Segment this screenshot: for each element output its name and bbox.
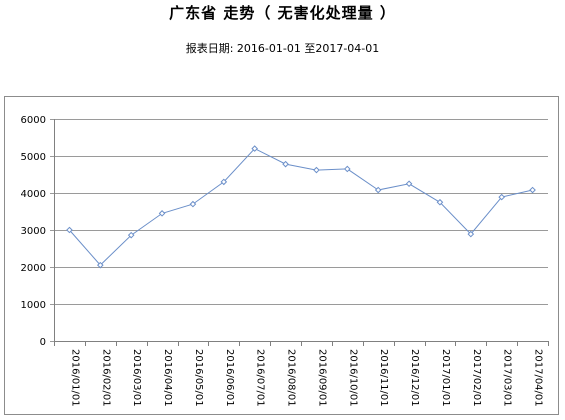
- y-tick-label: 4000: [21, 189, 46, 200]
- data-point: [66, 226, 73, 234]
- x-tick-label: 2016/06/01: [224, 349, 235, 407]
- x-tick-label: 2016/08/01: [286, 349, 297, 407]
- y-tick-label: 3000: [21, 226, 46, 237]
- x-tick-label: 2017/03/01: [502, 349, 513, 407]
- data-point: [127, 231, 135, 239]
- x-tick-label: 2016/03/01: [131, 349, 142, 407]
- y-tick-label: 2000: [21, 263, 46, 274]
- x-tick-label: 2016/05/01: [193, 349, 204, 407]
- x-tick-label: 2016/07/01: [255, 349, 266, 407]
- x-tick-label: 2016/02/01: [100, 349, 111, 407]
- x-tick-label: 2017/04/01: [533, 349, 544, 407]
- data-point: [189, 200, 197, 208]
- data-point: [529, 186, 536, 194]
- x-tick-label: 2016/11/01: [378, 349, 389, 407]
- x-tick-label: 2016/01/01: [69, 349, 80, 407]
- y-tick-label: 5000: [21, 152, 46, 163]
- x-tick-label: 2017/02/01: [471, 349, 482, 407]
- data-point: [467, 230, 475, 238]
- data-point: [220, 178, 228, 186]
- data-point: [313, 166, 320, 174]
- x-tick-label: 2017/01/01: [440, 349, 451, 407]
- data-point: [436, 198, 444, 206]
- y-tick-label: 6000: [21, 115, 46, 126]
- chart-subtitle: 报表日期: 2016-01-01 至2017-04-01: [185, 42, 380, 55]
- y-tick-label: 1000: [21, 300, 46, 311]
- x-axis: 2016/01/01 2016/02/01 2016/03/01 2016/04/01…: [54, 341, 549, 407]
- series-layer: [66, 145, 536, 269]
- data-point: [282, 160, 289, 168]
- data-point: [498, 193, 505, 201]
- series-line: [69, 147, 533, 266]
- data-point: [251, 145, 258, 152]
- data-point: [158, 210, 166, 217]
- x-tick-label: 2016/10/01: [347, 349, 358, 407]
- chart-frame: [4, 96, 559, 415]
- chart-title: 广东省 走势（ 无害化处理量 ）: [169, 4, 396, 22]
- y-tick-label: 0: [40, 337, 46, 348]
- data-point: [374, 186, 382, 194]
- x-tick-label: 2016/04/01: [162, 349, 173, 407]
- x-tick-label: 2016/12/01: [409, 349, 420, 407]
- data-point: [344, 165, 351, 173]
- x-tick-label: 2016/09/01: [316, 349, 327, 407]
- data-point: [405, 180, 413, 188]
- data-point: [97, 261, 104, 269]
- y-axis: 0 1000 2000 3000 4000 5000 6000: [21, 115, 55, 348]
